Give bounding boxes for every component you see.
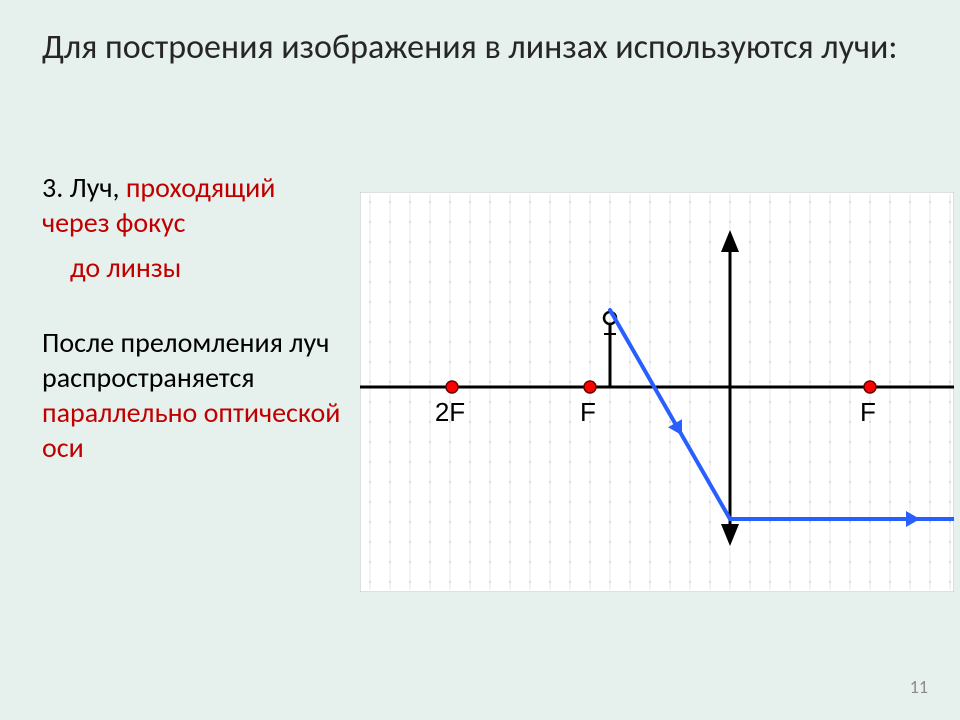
slide-title: Для построения изображения в линзах испо… bbox=[42, 28, 922, 67]
svg-text:2F: 2F bbox=[435, 397, 465, 427]
svg-text:F: F bbox=[580, 397, 596, 427]
page-number: 11 bbox=[910, 676, 928, 698]
slide: Для построения изображения в линзах испо… bbox=[0, 0, 960, 720]
text-black-2: После преломления луч распространяется bbox=[42, 325, 329, 395]
text-red-3: параллельно оптической оси bbox=[42, 395, 340, 465]
svg-text:F: F bbox=[860, 397, 876, 427]
text-black-1: Луч, bbox=[70, 170, 126, 205]
slide-body: 3. Луч, проходящий через фокус до линзы … bbox=[42, 170, 347, 465]
optics-diagram: 2F F F bbox=[360, 192, 954, 592]
text-red-2: до линзы bbox=[70, 250, 181, 285]
bullet-number: 3. bbox=[42, 170, 70, 205]
